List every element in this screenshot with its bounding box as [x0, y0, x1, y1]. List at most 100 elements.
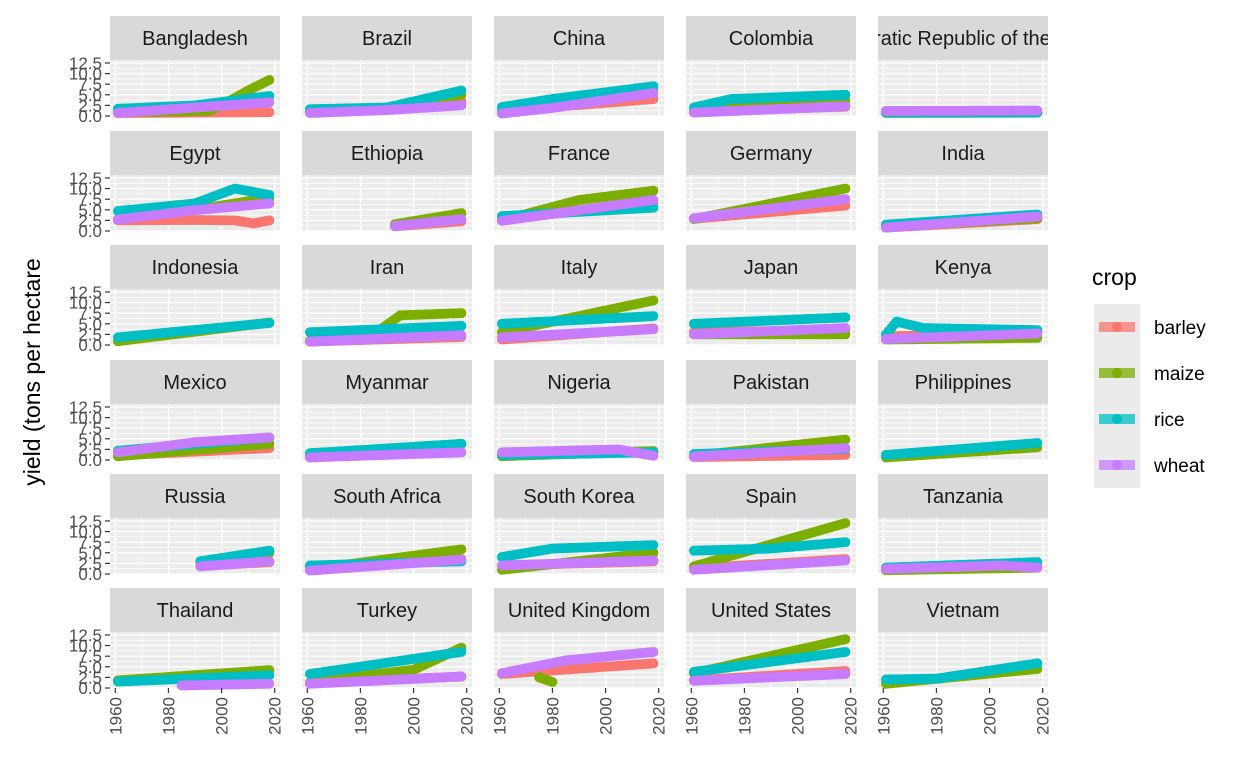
series-rice — [112, 317, 275, 343]
data-point — [1032, 211, 1043, 222]
data-point — [1032, 328, 1043, 339]
facet-japan: Japan — [686, 245, 856, 346]
series-wheat — [880, 211, 1043, 233]
y-tick-label: 12.5 — [69, 398, 102, 417]
data-point — [264, 189, 275, 200]
data-point — [840, 518, 851, 529]
series-wheat — [304, 330, 467, 347]
data-point — [648, 547, 659, 558]
y-tick-label: 7.5 — [78, 304, 102, 323]
facet-south-korea: South Korea — [494, 474, 664, 575]
series-rice — [880, 438, 1043, 460]
series-wheat — [112, 432, 275, 458]
data-point — [456, 447, 467, 458]
y-tick-label: 10.0 — [69, 180, 102, 199]
data-point — [264, 556, 275, 567]
facet-strip — [302, 474, 472, 518]
data-point — [648, 185, 659, 196]
y-tick-label: 7.5 — [78, 190, 102, 209]
facet-strip-label: Italy — [561, 257, 598, 279]
facet-strip-label: China — [553, 28, 606, 50]
y-tick-label: 0.0 — [78, 107, 102, 126]
facet-strip-label: Ethiopia — [351, 143, 424, 165]
series-wheat — [389, 214, 467, 231]
facet-strip-label: Egypt — [169, 143, 221, 165]
facet-strip — [686, 360, 856, 404]
facet-iran: Iran — [302, 245, 472, 347]
series-wheat — [496, 195, 659, 226]
facet-strip-label: Kenya — [935, 257, 993, 279]
facet-pakistan: Pakistan — [686, 360, 856, 463]
data-point — [840, 312, 851, 323]
series-rice — [496, 540, 659, 563]
data-point — [264, 97, 275, 108]
facet-south-africa: South Africa — [302, 474, 472, 576]
facet-strip — [110, 245, 280, 289]
series-wheat — [496, 444, 659, 461]
series-wheat — [304, 447, 467, 463]
data-point — [648, 195, 659, 206]
data-point — [264, 317, 275, 328]
data-point — [456, 85, 467, 96]
y-tick-label: 7.5 — [78, 75, 102, 94]
facet-strip — [494, 245, 664, 289]
data-point — [840, 101, 851, 112]
y-tick-label: 10.0 — [69, 294, 102, 313]
facet-strip-label: Philippines — [915, 372, 1012, 394]
data-point — [264, 74, 275, 85]
facet-kenya: Kenya — [878, 245, 1048, 346]
y-tick-label: 0.0 — [78, 222, 102, 241]
series-wheat — [688, 323, 851, 340]
data-point — [456, 308, 467, 319]
series-wheat — [496, 324, 659, 343]
y-tick-label: 5.0 — [78, 430, 102, 449]
series-wheat — [304, 100, 467, 119]
series-wheat — [688, 101, 851, 118]
data-point — [456, 544, 467, 555]
data-point — [264, 198, 275, 209]
data-point — [264, 215, 275, 226]
y-tick-label: 10.0 — [69, 409, 102, 428]
data-point — [840, 89, 851, 100]
facet-strip — [878, 245, 1048, 289]
y-tick-label: 10.0 — [69, 523, 102, 542]
y-tick-label: 10.0 — [69, 65, 102, 84]
y-tick-label: 2.5 — [78, 440, 102, 459]
facet-strip — [686, 474, 856, 518]
facet-strip-label: Democratic Republic of the Congo — [811, 28, 1116, 50]
data-point — [648, 450, 659, 461]
y-tick-label: 5.0 — [78, 86, 102, 105]
facet-strip — [110, 16, 280, 60]
series-rice — [688, 537, 851, 556]
facet-germany: Germany — [686, 131, 856, 232]
series-wheat — [880, 105, 1043, 116]
facet-ethiopia: Ethiopia — [302, 131, 472, 232]
series-wheat — [688, 443, 851, 462]
y-tick-label: 0.0 — [78, 451, 102, 470]
y-tick-label: 2.5 — [78, 554, 102, 573]
data-point — [840, 443, 851, 454]
facet-strip — [878, 131, 1048, 175]
data-point — [1032, 105, 1043, 116]
facet-strip-label: Nigeria — [547, 372, 611, 394]
data-point — [264, 432, 275, 443]
facet-strip — [110, 360, 280, 404]
facet-strip — [494, 16, 664, 60]
series-wheat — [496, 555, 659, 571]
data-point — [456, 554, 467, 565]
facet-strip — [686, 131, 856, 175]
facet-strip — [686, 245, 856, 289]
data-point — [648, 88, 659, 99]
y-tick-label: 2.5 — [78, 96, 102, 115]
series-rice — [688, 312, 851, 329]
facet-spain: Spain — [686, 474, 856, 575]
y-tick-label: 12.5 — [69, 512, 102, 531]
facet-strip — [878, 360, 1048, 404]
facet-strip — [302, 245, 472, 289]
y-tick-label: 5.0 — [78, 544, 102, 563]
facet-strip-label: Bangladesh — [142, 28, 248, 50]
data-point — [456, 320, 467, 331]
data-point — [456, 330, 467, 341]
